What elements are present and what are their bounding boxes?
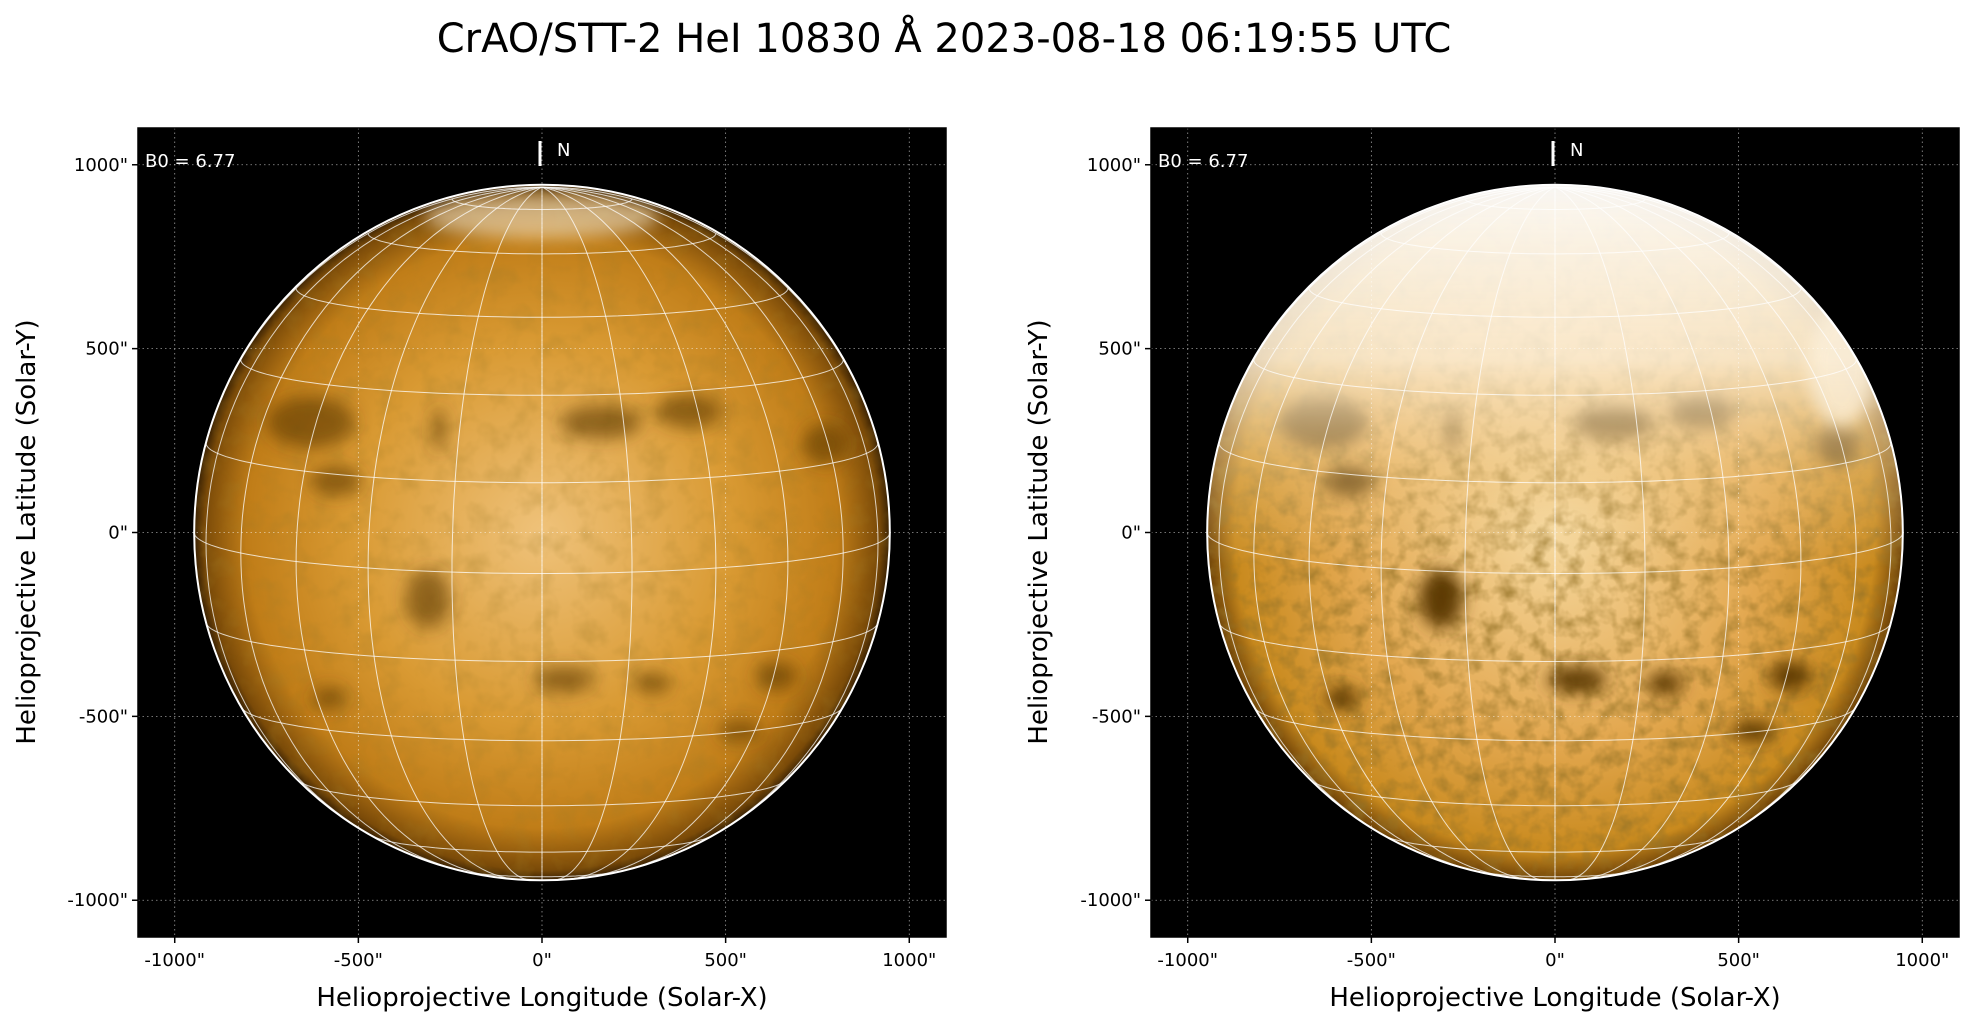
left-y-tick-label: 1000" xyxy=(74,155,128,176)
left-x-tick-label: 1000" xyxy=(882,950,936,971)
right-longitude-line xyxy=(1218,186,1556,849)
left-longitude-line xyxy=(240,186,543,874)
left-longitude-line xyxy=(541,186,789,879)
left-x-tick-label: 0" xyxy=(532,950,552,971)
left-longitude-line xyxy=(541,186,844,874)
left-x-axis-label: Helioprojective Longitude (Solar-X) xyxy=(316,983,767,1013)
left-longitude-line xyxy=(205,186,543,849)
left-y-tick-label: -1000" xyxy=(67,890,128,911)
right-x-tick-label: 500" xyxy=(1717,950,1760,971)
right-x-axis-label: Helioprojective Longitude (Solar-X) xyxy=(1329,983,1780,1013)
right-y-tick-label: 1000" xyxy=(1087,155,1141,176)
right-y-axis-label: Helioprojective Latitude (Solar-Y) xyxy=(1024,319,1054,744)
left-longitude-line xyxy=(451,186,543,881)
right-b0-label: B0 = 6.77 xyxy=(1158,151,1248,172)
left-north-label: N xyxy=(557,140,570,161)
left-longitude-line xyxy=(541,186,717,880)
left-dark-feature xyxy=(406,569,451,629)
left-longitude-line xyxy=(295,186,543,879)
right-longitude-line xyxy=(1253,186,1556,874)
right-y-tick-label: -1000" xyxy=(1080,890,1141,911)
left-dark-feature xyxy=(633,672,671,695)
left-dark-feature xyxy=(310,466,363,496)
right-x-ticks: -1000" -500" 0" 500" 1000" xyxy=(1157,937,1949,971)
left-longitude-line xyxy=(367,186,543,880)
right-y-ticks: 1000" 500" 0" -500" -1000" xyxy=(1080,155,1151,911)
right-longitude-line xyxy=(1554,186,1730,880)
right-longitude-line xyxy=(1308,186,1556,879)
left-dark-feature xyxy=(718,720,763,742)
right-y-tick-label: 0" xyxy=(1121,523,1141,544)
left-dark-feature xyxy=(266,396,355,448)
left-y-ticks: 1000" 500" 0" -500" -1000" xyxy=(67,155,138,911)
left-y-axis-label: Helioprojective Latitude (Solar-Y) xyxy=(12,319,42,744)
left-longitude-line xyxy=(541,186,879,849)
left-y-tick-label: -500" xyxy=(79,706,128,727)
right-x-tick-label: -1000" xyxy=(1157,950,1218,971)
right-x-tick-label: 0" xyxy=(1545,950,1565,971)
right-x-tick-label: 1000" xyxy=(1895,950,1949,971)
right-longitude-line xyxy=(1380,186,1556,880)
left-x-tick-label: -500" xyxy=(334,950,383,971)
left-dark-feature xyxy=(802,424,847,465)
panel-left: -1000" -500" 0" 500" 1000" 1000"500"0"-500"-… xyxy=(12,127,947,1013)
figure-title: CrAO/STT-2 HeI 10830 Å 2023-08-18 06:19:… xyxy=(437,14,1452,62)
left-longitude-line xyxy=(541,186,633,881)
right-y-tick-label: -500" xyxy=(1092,706,1141,727)
right-north-label: N xyxy=(1570,140,1583,161)
left-dark-feature xyxy=(756,661,798,691)
left-dark-feature xyxy=(534,666,594,693)
left-x-ticks: -1000" -500" 0" 500" 1000" xyxy=(144,937,936,971)
right-longitude-line xyxy=(1554,186,1802,879)
right-longitude-line xyxy=(1554,186,1646,881)
left-y-tick-label: 0" xyxy=(108,523,128,544)
right-longitude-line xyxy=(1464,186,1556,881)
panel-right: -1000" -500" 0" 500" 1000" 1000"500"0"-500"-… xyxy=(1024,127,1960,1013)
left-dark-features xyxy=(266,394,847,742)
left-dark-feature xyxy=(655,394,722,428)
left-x-tick-label: 500" xyxy=(704,950,747,971)
right-x-tick-label: -500" xyxy=(1347,950,1396,971)
left-dark-feature xyxy=(432,407,446,452)
left-y-tick-label: 500" xyxy=(85,339,128,360)
left-x-tick-label: -1000" xyxy=(144,950,205,971)
right-longitude-line xyxy=(1554,186,1857,874)
left-dark-feature xyxy=(560,405,642,439)
left-b0-label: B0 = 6.77 xyxy=(145,151,235,172)
right-longitude-line xyxy=(1554,186,1892,849)
right-y-tick-label: 500" xyxy=(1098,339,1141,360)
left-dark-feature xyxy=(312,686,346,709)
